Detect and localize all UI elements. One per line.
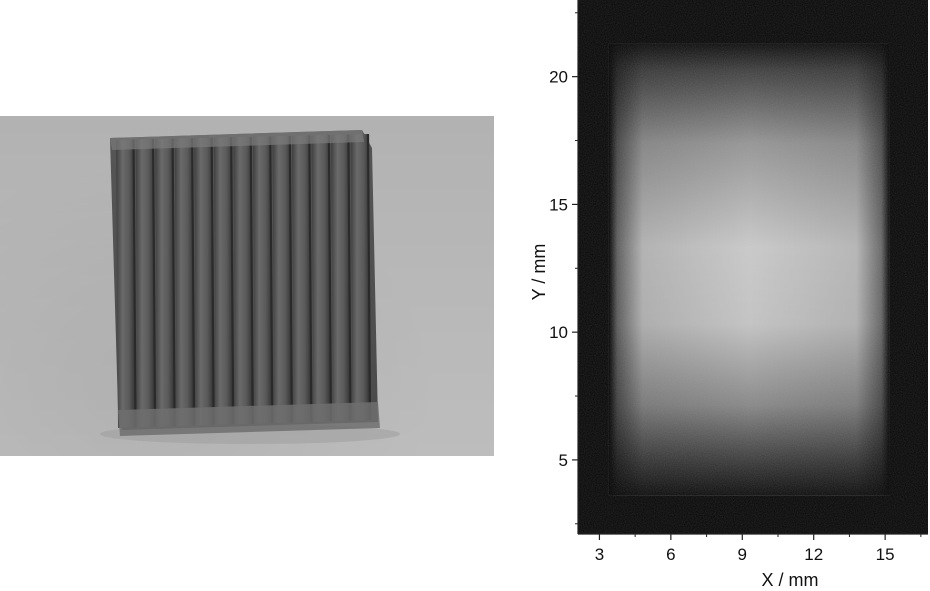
plate-gap — [249, 136, 254, 424]
stacked-plate — [272, 135, 291, 424]
plate-stack-top-edge — [110, 130, 364, 150]
plate-gap — [347, 134, 352, 421]
intensity-map-panel: 3 6 9 12 15 5 10 15 20 X / mm Y / mm — [529, 0, 928, 590]
image-noise — [578, 0, 928, 534]
stacked-plate — [330, 134, 350, 422]
plate-gap — [269, 136, 274, 424]
y-tick-label: 20 — [549, 68, 568, 87]
x-axis-ticks: 3 6 9 12 15 — [595, 534, 922, 564]
x-tick-label: 15 — [876, 545, 895, 564]
stacked-plate — [194, 137, 213, 426]
plate-stack-bottom-edge — [118, 402, 380, 436]
stacked-plate — [311, 134, 330, 422]
x-tick-label: 6 — [666, 545, 675, 564]
stacked-plate — [174, 138, 194, 427]
x-tick-label: 12 — [804, 545, 823, 564]
stacked-plate — [213, 137, 233, 425]
x-tick-label: 3 — [595, 545, 604, 564]
stacked-plate — [291, 135, 311, 423]
sample-photo — [0, 116, 494, 456]
stacked-plate — [116, 139, 135, 429]
plate-gap — [288, 135, 293, 423]
plate-gap — [210, 137, 215, 425]
plate-gap — [327, 134, 333, 422]
x-axis-label: X / mm — [762, 570, 819, 590]
stacked-plate — [135, 139, 155, 428]
stacked-plate — [155, 138, 174, 427]
plate-gap — [171, 138, 176, 427]
stacked-plate — [350, 134, 369, 421]
y-tick-label: 15 — [549, 195, 568, 214]
plate-gap — [308, 135, 313, 422]
intensity-map-image — [578, 0, 928, 534]
sample-photo-drawing — [100, 130, 400, 444]
x-tick-label: 9 — [738, 545, 747, 564]
plate-gap — [191, 138, 196, 426]
y-axis-ticks: 5 10 15 20 — [549, 12, 578, 525]
plate-gap — [230, 137, 235, 425]
plate-gap — [366, 133, 372, 421]
y-tick-label: 10 — [549, 323, 568, 342]
stacked-plate — [233, 136, 252, 425]
plate-stack — [116, 133, 372, 429]
stacked-plate — [252, 136, 272, 424]
y-tick-label: 5 — [559, 451, 568, 470]
plate-gap — [132, 139, 137, 428]
y-axis-label: Y / mm — [529, 244, 549, 301]
plate-gap — [151, 139, 157, 427]
